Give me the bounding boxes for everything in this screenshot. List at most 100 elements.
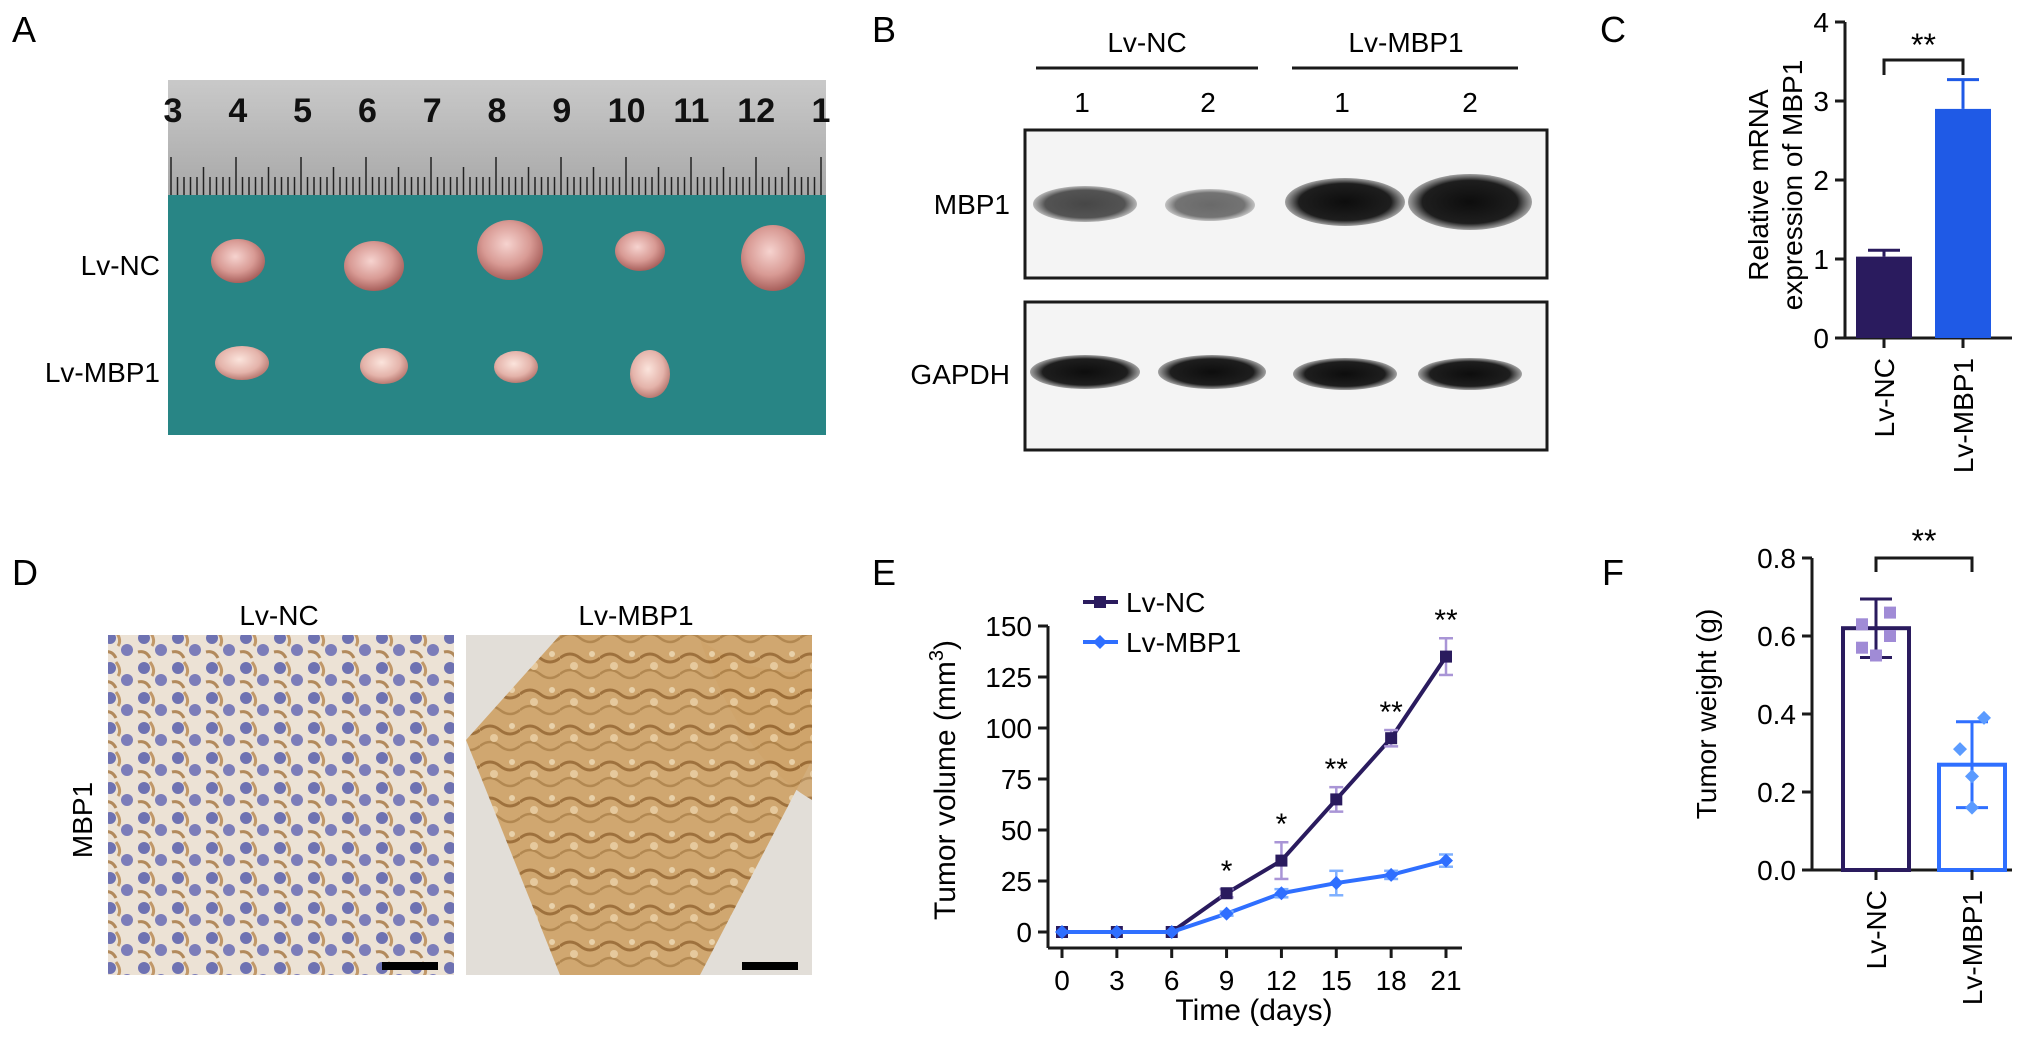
y-tick-label: 75 — [1001, 764, 1032, 795]
ruler-numbers: 3 4 5 6 7 8 9 10 11 12 1 — [164, 92, 831, 130]
band-gapdh-lane2 — [1158, 355, 1266, 389]
y-tick-label: 0.4 — [1757, 699, 1796, 730]
x-tick-label: 0 — [1054, 965, 1070, 996]
panel-letter-e: E — [872, 552, 896, 593]
ruler-ticks — [170, 157, 822, 195]
significance-label: ** — [1911, 27, 1936, 63]
y-tick-label: 50 — [1001, 815, 1032, 846]
bar — [1856, 256, 1912, 338]
ruler-number: 4 — [228, 92, 247, 130]
y-tick-label: 0.6 — [1757, 621, 1796, 652]
blot-mbp1 — [1023, 128, 1549, 280]
ruler-number: 12 — [737, 92, 775, 130]
chart-c: 0 1 2 3 4 Lv-NC Lv-MBP1 ** Relative mRNA expressi… — [1743, 7, 2012, 473]
x-tick-label: 3 — [1109, 965, 1125, 996]
data-point — [1440, 650, 1452, 663]
data-point — [1109, 925, 1124, 939]
scale-bar-mbp1 — [742, 962, 798, 970]
tumor-nc-4 — [615, 231, 665, 271]
legend-marker — [1093, 635, 1107, 649]
y-tick-label: 0 — [1813, 323, 1829, 354]
chart-e: 0 25 50 75 100 125 150 0 3 6 9 12 15 18 21 Time (days) T… — [926, 587, 1462, 1027]
panel-a-row-label-nc: Lv-NC — [81, 250, 160, 281]
ihc-row-label: MBP1 — [67, 782, 98, 858]
panel-letter-d: D — [12, 552, 38, 593]
ruler-number: 5 — [293, 92, 312, 130]
y-axis-label-end: ) — [929, 640, 962, 650]
data-point — [1329, 876, 1344, 891]
legend-label: Lv-NC — [1126, 587, 1205, 618]
x-tick-label: Lv-NC — [1869, 358, 1900, 437]
y-tick-label: 0.0 — [1757, 855, 1796, 886]
tumor-nc-5 — [741, 225, 805, 291]
tumor-mbp1-3 — [494, 351, 538, 383]
ruler-number: 1 — [812, 92, 831, 130]
x-tick-label: 12 — [1266, 965, 1297, 996]
significance-bracket — [1874, 556, 1974, 572]
significance-label: ** — [1379, 696, 1403, 729]
panel-a-row-label-mbp1: Lv-MBP1 — [45, 357, 160, 388]
tumor-mbp1-2 — [360, 348, 408, 384]
legend-marker — [1094, 596, 1106, 608]
significance-label: ** — [1325, 753, 1349, 786]
lane-label-1: 1 — [1074, 87, 1090, 118]
data-point — [1219, 906, 1234, 921]
x-tick-label: Lv-NC — [1861, 890, 1892, 969]
data-point — [1439, 853, 1453, 868]
y-axis-label-sup: 3 — [926, 650, 948, 661]
data-point — [1384, 867, 1399, 882]
blot-gapdh — [1023, 300, 1549, 452]
ruler — [168, 80, 826, 195]
band-mbp1-lane4 — [1408, 174, 1532, 230]
band-mbp1-lane1 — [1033, 186, 1137, 222]
y-tick-label: 25 — [1001, 866, 1032, 897]
panel-a-photo: 3 4 5 6 7 8 9 10 11 12 1 — [164, 80, 831, 435]
data-point — [1055, 925, 1069, 939]
ihc-image-mbp1 — [466, 635, 812, 975]
x-tick-label: 15 — [1321, 965, 1352, 996]
ruler-number: 10 — [608, 92, 646, 130]
x-tick-label: 18 — [1376, 965, 1407, 996]
legend-label: Lv-MBP1 — [1126, 627, 1241, 658]
y-tick-label: 125 — [985, 662, 1032, 693]
significance-label: * — [1276, 808, 1288, 841]
data-point — [1330, 793, 1343, 806]
significance-bracket — [1882, 58, 1965, 75]
lane-label-4: 2 — [1462, 87, 1478, 118]
data-point — [1953, 742, 1967, 757]
panel-letter-b: B — [872, 9, 896, 50]
band-mbp1-lane3 — [1285, 178, 1405, 226]
y-tick-label: 0.2 — [1757, 777, 1796, 808]
data-point — [1977, 710, 1991, 725]
y-tick-label: 0.8 — [1757, 543, 1796, 574]
panel-letter-a: A — [12, 9, 36, 50]
tumor-mbp1-4 — [630, 350, 670, 398]
ruler-number: 6 — [358, 92, 377, 130]
data-point — [1870, 649, 1882, 662]
band-gapdh-lane3 — [1293, 358, 1397, 390]
band-gapdh-lane1 — [1030, 355, 1140, 389]
lane-label-2: 2 — [1200, 87, 1216, 118]
data-point — [1884, 630, 1896, 642]
data-point — [1275, 854, 1288, 867]
tumor-nc-2 — [344, 241, 404, 291]
x-tick-label: Lv-MBP1 — [1957, 890, 1988, 1005]
y-axis-label: Tumor volume (mm3) — [926, 640, 962, 920]
blot-label-gapdh: GAPDH — [910, 359, 1010, 390]
y-tick-label: 4 — [1813, 7, 1829, 38]
data-point — [1385, 732, 1398, 745]
ihc-column-label-nc: Lv-NC — [239, 600, 318, 631]
y-tick-label: 0 — [1016, 917, 1032, 948]
blot-group-label-nc: Lv-NC — [1107, 27, 1186, 58]
significance-label: * — [1221, 855, 1233, 888]
chart-f: 0.0 0.2 0.4 0.6 0.8 Lv-NC Lv-MBP1 ** Tumor weigh… — [1691, 523, 2012, 1005]
x-tick-label: Lv-MBP1 — [1948, 358, 1979, 473]
y-axis-label: Relative mRNA expression of MBP1 — [1743, 60, 1808, 311]
x-tick-label: 9 — [1219, 965, 1235, 996]
blot-label-mbp1: MBP1 — [934, 189, 1010, 220]
y-tick-label: 3 — [1813, 86, 1829, 117]
lane-label-3: 1 — [1334, 87, 1350, 118]
y-axis-label: Tumor weight (g) — [1691, 609, 1722, 820]
tumor-nc-1 — [211, 239, 265, 283]
